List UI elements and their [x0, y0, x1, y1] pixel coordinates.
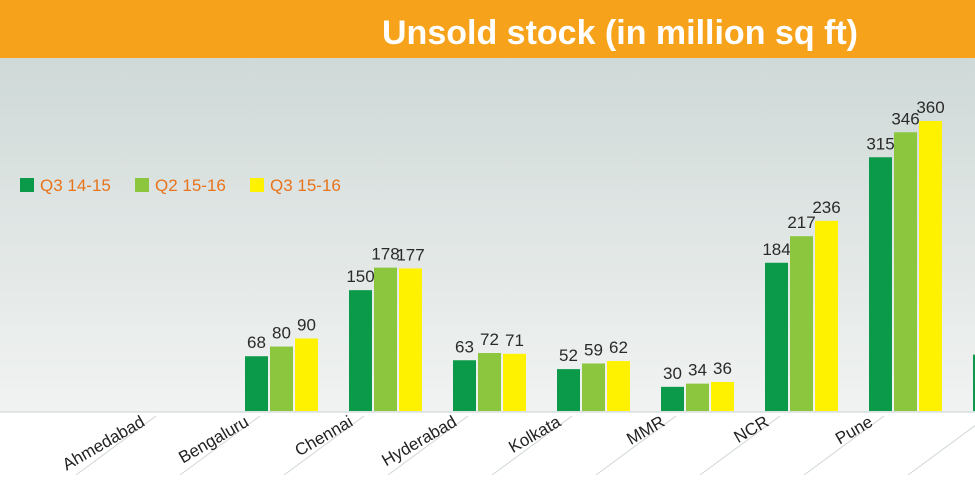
bar-value-label: 236: [812, 198, 840, 217]
x-tick-label: NCR: [731, 412, 772, 447]
bar: [478, 353, 501, 411]
bar-value-label: 315: [866, 134, 894, 153]
legend: Q3 14-15 Q2 15-16 Q3 15-16: [20, 176, 341, 195]
chart-title: Unsold stock (in million sq ft): [382, 14, 858, 52]
bar: [661, 386, 684, 411]
bar: [557, 369, 580, 411]
x-tick-label: MMR: [623, 412, 668, 449]
bar-value-label: 184: [762, 240, 790, 259]
bar-value-label: 71: [505, 331, 524, 350]
bar: [815, 220, 838, 411]
bar-value-label: 68: [247, 333, 266, 352]
bar-value-label: 72: [480, 330, 499, 349]
x-tick-label: Ahmedabad: [59, 412, 148, 474]
legend-label: Q2 15-16: [155, 176, 226, 195]
bar: [399, 268, 422, 411]
bar-value-label: 90: [297, 316, 316, 335]
bar-value-label: 360: [916, 98, 944, 117]
bar: [686, 383, 709, 411]
legend-label: Q3 15-16: [270, 176, 341, 195]
bar-value-label: 63: [455, 337, 474, 356]
bar-value-label: 34: [688, 361, 707, 380]
bar-value-label: 346: [891, 109, 919, 128]
bar: [453, 360, 476, 411]
legend-swatch: [20, 178, 34, 192]
x-tick: [699, 415, 781, 476]
x-tick-label: Bengaluru: [175, 412, 252, 467]
x-tick-label: Chennai: [292, 412, 356, 460]
bar: [919, 121, 942, 411]
bar: [245, 356, 268, 411]
x-tick-label: Pune: [832, 412, 876, 448]
x-tick: [907, 424, 975, 476]
bar: [894, 132, 917, 411]
bar: [869, 157, 892, 411]
x-axis-ticks: [75, 415, 975, 476]
bar-value-label: 59: [584, 340, 603, 359]
bar-value-label: 36: [713, 359, 732, 378]
bar-value-label: 52: [559, 346, 578, 365]
x-tick-label: Hyderabad: [378, 412, 460, 470]
bar: [582, 363, 605, 411]
bar-value-label: 150: [346, 267, 374, 286]
legend-swatch: [135, 178, 149, 192]
legend-swatch: [250, 178, 264, 192]
bar-value-label: 177: [396, 245, 424, 264]
bar: [295, 338, 318, 411]
bar: [349, 290, 372, 411]
bar: [374, 267, 397, 411]
bar: [607, 361, 630, 411]
bar-value-label: 80: [272, 324, 291, 343]
title-band: [0, 0, 975, 58]
legend-label: Q3 14-15: [40, 176, 111, 195]
bar: [790, 236, 813, 411]
x-axis-labels: Ahmedabad Bengaluru Chennai Hyderabad Kolkat…: [59, 412, 876, 475]
x-tick: [75, 415, 157, 476]
x-tick: [595, 415, 677, 476]
bar: [973, 354, 975, 411]
bar: [503, 353, 526, 411]
bar: [765, 262, 788, 411]
bar-value-label: 62: [609, 338, 628, 357]
bar-value-label: 178: [371, 245, 399, 264]
x-tick: [491, 415, 573, 476]
x-tick-label: Kolkata: [505, 412, 564, 457]
x-tick: [283, 415, 365, 476]
bar: [270, 346, 293, 411]
x-tick: [387, 415, 469, 476]
x-tick: [179, 415, 261, 476]
bar: [711, 382, 734, 411]
bar-value-label: 30: [663, 364, 682, 383]
x-tick: [803, 415, 885, 476]
bar-value-label: 217: [787, 213, 815, 232]
